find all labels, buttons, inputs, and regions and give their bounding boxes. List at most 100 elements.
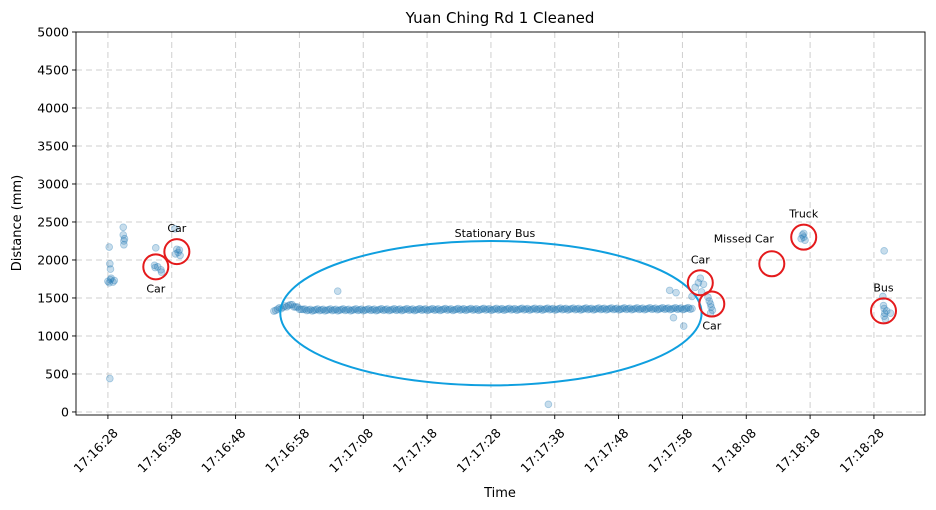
data-point xyxy=(668,305,676,313)
data-point xyxy=(151,263,159,272)
data-point xyxy=(370,305,379,313)
data-point xyxy=(598,305,607,313)
y-tick-label: 0 xyxy=(61,404,69,419)
data-point xyxy=(543,304,552,313)
data-point xyxy=(171,250,180,258)
data-point xyxy=(388,305,397,314)
data-point xyxy=(505,304,514,313)
data-point xyxy=(500,306,508,315)
data-point xyxy=(297,305,306,314)
data-point xyxy=(525,306,534,314)
data-point xyxy=(403,304,411,313)
data-point xyxy=(319,305,327,314)
data-point xyxy=(157,268,166,276)
data-point xyxy=(677,304,685,312)
highlight-circle xyxy=(870,297,898,325)
data-point xyxy=(611,305,620,313)
data-point xyxy=(580,304,589,313)
data-point xyxy=(335,306,344,314)
data-point xyxy=(341,306,349,315)
annotation-label: Car xyxy=(702,320,721,333)
data-point xyxy=(880,304,888,313)
x-tick-label: 17:16:38 xyxy=(134,425,184,475)
data-point xyxy=(324,305,333,314)
data-point xyxy=(679,322,688,330)
data-point xyxy=(109,278,117,286)
data-point xyxy=(642,305,651,313)
data-point xyxy=(357,305,366,314)
data-point xyxy=(284,301,293,310)
data-point xyxy=(518,304,527,313)
data-point xyxy=(675,304,684,313)
data-point xyxy=(176,251,184,260)
data-point xyxy=(478,305,486,313)
data-point xyxy=(595,304,603,312)
data-point xyxy=(361,306,369,314)
data-point xyxy=(509,305,517,314)
data-point xyxy=(459,305,468,313)
data-point xyxy=(379,306,388,315)
data-point xyxy=(483,305,492,314)
data-point xyxy=(696,274,705,283)
data-point xyxy=(330,306,338,314)
data-point xyxy=(110,276,119,285)
data-point xyxy=(662,304,671,313)
data-point xyxy=(150,261,159,270)
data-point xyxy=(491,305,499,313)
x-axis-label: Time xyxy=(483,486,516,501)
data-point xyxy=(644,304,652,313)
data-point xyxy=(688,304,696,313)
data-point xyxy=(544,400,553,409)
data-point xyxy=(520,306,528,314)
data-point xyxy=(551,306,559,314)
data-point xyxy=(352,305,360,313)
data-point xyxy=(270,307,278,315)
y-tick-label: 5000 xyxy=(37,25,69,40)
data-point xyxy=(106,374,114,383)
data-point xyxy=(691,283,699,292)
data-point xyxy=(151,244,160,252)
data-point xyxy=(288,300,296,309)
data-point xyxy=(514,305,523,314)
x-tick-label: 17:18:08 xyxy=(709,425,759,475)
data-point xyxy=(173,245,181,254)
data-point xyxy=(386,306,395,314)
data-point xyxy=(799,229,808,238)
data-point xyxy=(449,306,457,315)
data-point xyxy=(381,305,390,314)
data-point xyxy=(496,305,505,314)
data-point xyxy=(301,305,309,313)
data-point xyxy=(640,305,649,314)
data-point xyxy=(407,305,415,314)
data-point xyxy=(323,306,331,315)
data-point xyxy=(489,305,497,314)
data-point xyxy=(472,304,481,313)
data-point xyxy=(578,305,587,314)
data-point xyxy=(627,305,636,314)
data-point xyxy=(417,306,426,315)
data-point xyxy=(582,304,590,312)
data-point xyxy=(684,303,693,312)
data-point xyxy=(660,305,669,314)
data-point xyxy=(470,305,479,314)
data-point xyxy=(461,306,470,315)
plot-frame xyxy=(75,31,926,416)
annotation-label: Car xyxy=(146,282,165,295)
x-tick-label: 17:16:58 xyxy=(262,425,312,475)
data-point xyxy=(481,306,490,314)
data-point xyxy=(392,306,401,315)
data-point xyxy=(286,300,295,309)
data-point xyxy=(463,305,472,314)
data-point xyxy=(308,307,317,315)
data-point xyxy=(600,304,609,313)
data-point xyxy=(631,304,640,313)
data-point xyxy=(657,304,665,313)
y-tick-label: 500 xyxy=(45,366,69,381)
data-point xyxy=(476,305,485,314)
chart-title: Yuan Ching Rd 1 Cleaned xyxy=(405,9,595,27)
data-point xyxy=(648,305,656,314)
data-point xyxy=(368,305,377,314)
data-point xyxy=(699,280,708,289)
data-point xyxy=(633,304,642,312)
data-point xyxy=(414,305,422,314)
